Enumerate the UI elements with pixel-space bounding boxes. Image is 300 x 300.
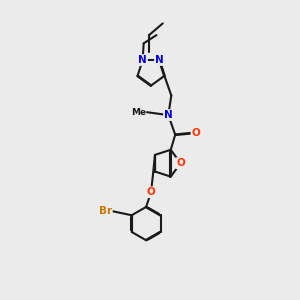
Text: O: O	[176, 158, 185, 168]
Text: O: O	[191, 128, 200, 138]
Text: N: N	[138, 55, 147, 65]
Text: N: N	[155, 55, 164, 65]
Text: O: O	[147, 187, 155, 197]
Text: N: N	[164, 110, 173, 120]
Text: Br: Br	[99, 206, 112, 216]
Text: Me: Me	[130, 108, 146, 117]
